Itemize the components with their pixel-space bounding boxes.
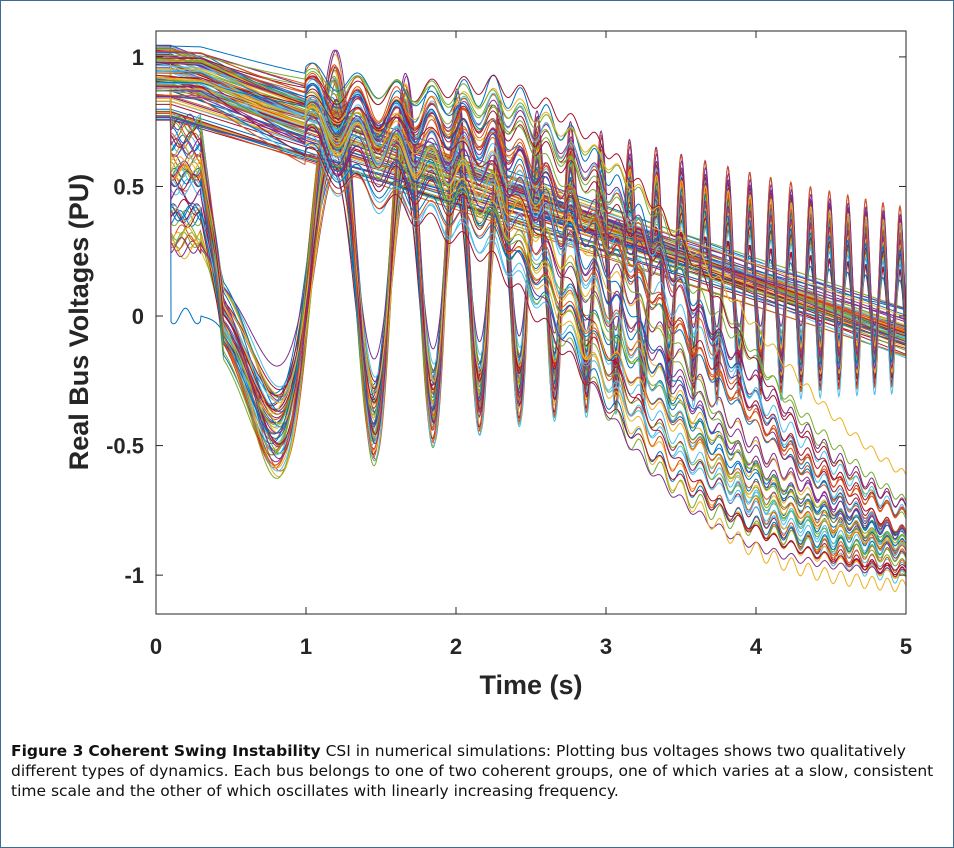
- series-line: [155, 58, 907, 544]
- axis-ticks: 0 1 2 3 4 5 -1 -0.5 0 0.5 1: [106, 31, 912, 659]
- series-line: [156, 82, 907, 557]
- series-line: [155, 80, 907, 576]
- series-line: [156, 57, 907, 539]
- series-line: [155, 61, 907, 547]
- x-tick-label: 3: [600, 634, 612, 659]
- chart: 0 1 2 3 4 5 -1 -0.5 0 0.5 1 Time (s) Real Bus Volt…: [64, 30, 912, 700]
- plot-area-border: [155, 30, 907, 615]
- series-line: [156, 70, 907, 541]
- x-tick-label: 5: [900, 634, 912, 659]
- series-line: [155, 86, 907, 562]
- x-tick-label: 2: [450, 634, 462, 659]
- series-line: [156, 54, 907, 541]
- series-line: [156, 85, 907, 559]
- series-line: [156, 89, 907, 555]
- series-line: [155, 76, 907, 556]
- x-axis-label: Time (s): [479, 670, 582, 700]
- y-tick-label: 1: [132, 45, 144, 70]
- series-line: [156, 81, 907, 552]
- x-tick-label: 4: [750, 634, 763, 659]
- caption-title: Coherent Swing Instability: [88, 742, 321, 760]
- series-line: [155, 93, 907, 554]
- x-tick-label: 0: [150, 634, 162, 659]
- series-line: [155, 84, 907, 557]
- series-line: [156, 45, 907, 547]
- series-line: [156, 59, 907, 567]
- series-line: [156, 64, 907, 412]
- x-tick-label: 1: [300, 634, 312, 659]
- series-line: [155, 77, 907, 551]
- series-line: [156, 51, 907, 576]
- caption-text: CSI in numerical simulations: Plotting b…: [11, 742, 934, 800]
- y-tick-label: 0: [132, 304, 144, 329]
- figure-caption: Figure 3 Coherent Swing Instability CSI …: [11, 741, 941, 801]
- caption-label: Figure 3: [11, 742, 84, 760]
- series-line: [156, 61, 907, 571]
- series-line: [156, 50, 907, 518]
- y-tick-label: -0.5: [106, 434, 144, 459]
- series-line: [155, 94, 907, 537]
- series-line: [156, 90, 907, 584]
- series-lines: [155, 44, 907, 593]
- y-tick-label: -1: [124, 563, 144, 588]
- y-axis-label: Real Bus Voltages (PU): [64, 174, 94, 471]
- series-line: [155, 95, 907, 508]
- series-line: [156, 79, 907, 520]
- series-line: [155, 85, 907, 551]
- y-tick-label: 0.5: [113, 174, 144, 199]
